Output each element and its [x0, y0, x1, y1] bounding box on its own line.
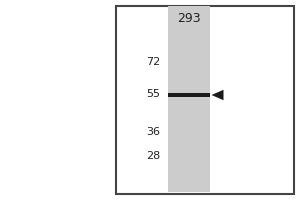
Text: 293: 293	[177, 11, 201, 24]
Bar	[168, 6, 210, 192]
Polygon shape	[212, 90, 224, 100]
Text: 55: 55	[146, 89, 161, 99]
Text: 72: 72	[146, 57, 161, 67]
Bar	[168, 93, 210, 97]
Text: 28: 28	[146, 151, 161, 161]
Bar	[116, 6, 294, 194]
Text: 36: 36	[146, 127, 161, 137]
